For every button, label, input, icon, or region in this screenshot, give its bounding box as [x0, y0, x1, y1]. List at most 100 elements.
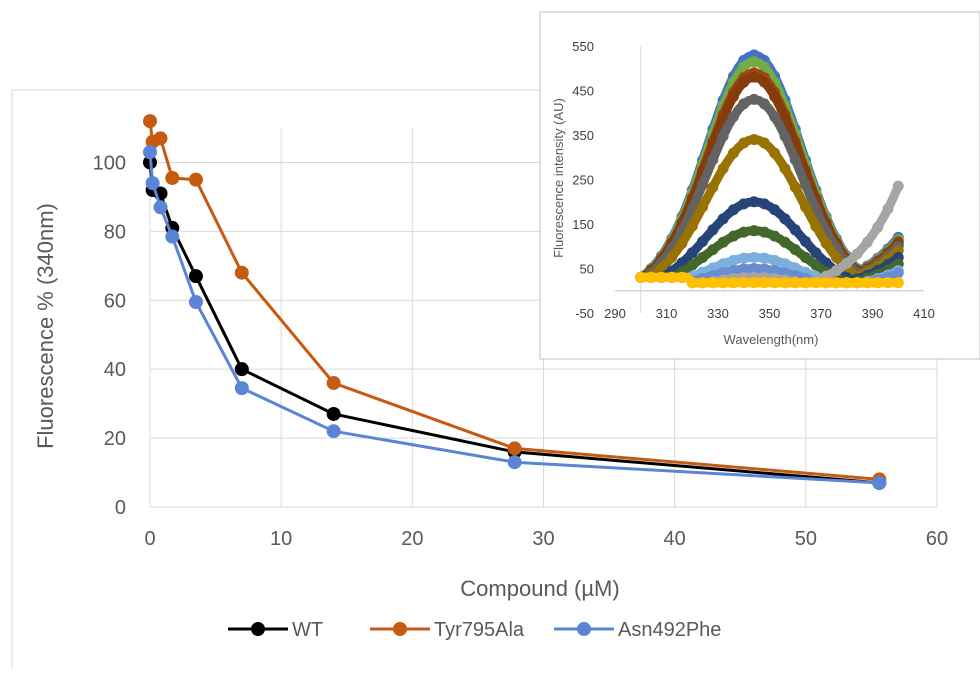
inset-data-point: [697, 201, 709, 213]
inset-data-point: [717, 277, 729, 289]
inset-data-point: [727, 204, 739, 216]
inset-data-point: [717, 130, 729, 142]
inset-x-tick-label: 330: [707, 306, 729, 321]
inset-data-point: [655, 271, 667, 283]
inset-x-tick-label: 350: [759, 306, 781, 321]
data-point: [145, 176, 160, 191]
inset-data-point: [769, 204, 781, 216]
inset-data-point: [758, 76, 770, 88]
y-tick-label: 100: [93, 152, 126, 174]
inset-data-point: [727, 147, 739, 159]
inset-data-point: [707, 244, 719, 256]
data-point: [234, 381, 249, 396]
inset-y-tick-label: 150: [572, 217, 594, 232]
inset-data-point: [748, 263, 760, 274]
x-tick-label: 30: [532, 528, 554, 550]
inset-data-point: [738, 263, 750, 275]
inset-y-tick-label: 350: [572, 128, 594, 143]
inset-data-point: [789, 154, 801, 166]
inset-data-point: [758, 263, 770, 275]
inset-y-tick-label: 250: [572, 173, 594, 188]
inset-data-point: [872, 277, 884, 289]
inset-data-point: [727, 90, 739, 102]
x-tick-label: 60: [926, 528, 948, 550]
inset-data-point: [851, 248, 863, 260]
inset-data-point: [697, 252, 709, 264]
inset-data-point: [697, 277, 709, 289]
data-point: [872, 475, 887, 490]
inset-data-point: [758, 252, 770, 264]
inset-data-point: [789, 244, 801, 256]
inset-y-tick-label: -50: [575, 306, 594, 321]
inset-data-point: [779, 162, 791, 174]
data-point: [326, 375, 341, 390]
y-tick-label: 60: [104, 290, 126, 312]
inset-x-tick-label: 370: [810, 306, 832, 321]
inset-data-point: [727, 111, 739, 123]
inset-data-point: [800, 179, 812, 191]
inset-data-point: [758, 198, 770, 210]
inset-data-point: [882, 277, 894, 289]
inset-data-point: [820, 237, 832, 249]
inset-data-point: [830, 265, 842, 277]
inset-data-point: [676, 271, 688, 283]
inset-data-point: [697, 179, 709, 191]
inset-y-tick-label: 50: [580, 262, 594, 277]
inset-data-point: [769, 230, 781, 242]
inset-data-point: [727, 254, 739, 266]
inset-data-point: [635, 271, 647, 283]
data-point: [153, 131, 168, 146]
inset-data-point: [789, 224, 801, 236]
data-point: [188, 172, 203, 187]
inset-data-point: [758, 277, 770, 289]
inset-data-point: [861, 236, 873, 248]
inset-y-tick-label: 450: [572, 84, 594, 99]
inset-data-point: [738, 277, 750, 289]
inset-data-point: [810, 220, 822, 232]
legend-label: WT: [292, 619, 323, 641]
data-point: [234, 265, 249, 280]
inset-data-point: [738, 226, 750, 238]
inset-data-point: [686, 220, 698, 232]
inset-data-point: [727, 265, 739, 277]
main-y-axis-label: Fluorescence % (340nm): [33, 203, 58, 449]
x-tick-label: 50: [795, 528, 817, 550]
inset-data-point: [686, 259, 698, 271]
inset-data-point: [738, 61, 750, 73]
inset-data-point: [707, 277, 719, 289]
inset-data-point: [738, 198, 750, 210]
inset-data-point: [758, 226, 770, 238]
inset-data-point: [779, 258, 791, 270]
inset-data-point: [861, 277, 873, 289]
inset-data-point: [779, 236, 791, 248]
x-tick-label: 0: [144, 528, 155, 550]
inset-data-point: [769, 277, 781, 289]
inset-data-point: [810, 247, 822, 259]
inset-data-point: [800, 277, 812, 289]
legend-item: Asn492Phe: [554, 619, 721, 641]
y-tick-label: 40: [104, 359, 126, 381]
inset-data-point: [830, 251, 842, 263]
y-tick-label: 20: [104, 428, 126, 450]
x-tick-label: 40: [664, 528, 686, 550]
inset-data-point: [769, 254, 781, 266]
inset-data-point: [686, 247, 698, 259]
inset-data-point: [779, 213, 791, 225]
inset-series: [635, 271, 904, 289]
inset-data-point: [717, 236, 729, 248]
inset-data-point: [810, 259, 822, 271]
y-tick-label: 0: [115, 497, 126, 519]
inset-data-point: [738, 98, 750, 110]
inset-series-group: [635, 49, 904, 289]
main-x-axis-label: Compound (µM): [460, 576, 619, 601]
inset-data-point: [717, 162, 729, 174]
inset-data-point: [748, 71, 760, 83]
inset-data-point: [892, 277, 904, 289]
inset-data-point: [645, 271, 657, 283]
inset-data-point: [727, 277, 739, 289]
data-point: [188, 294, 203, 309]
inset-data-point: [686, 277, 698, 289]
x-tick-label: 10: [270, 528, 292, 550]
